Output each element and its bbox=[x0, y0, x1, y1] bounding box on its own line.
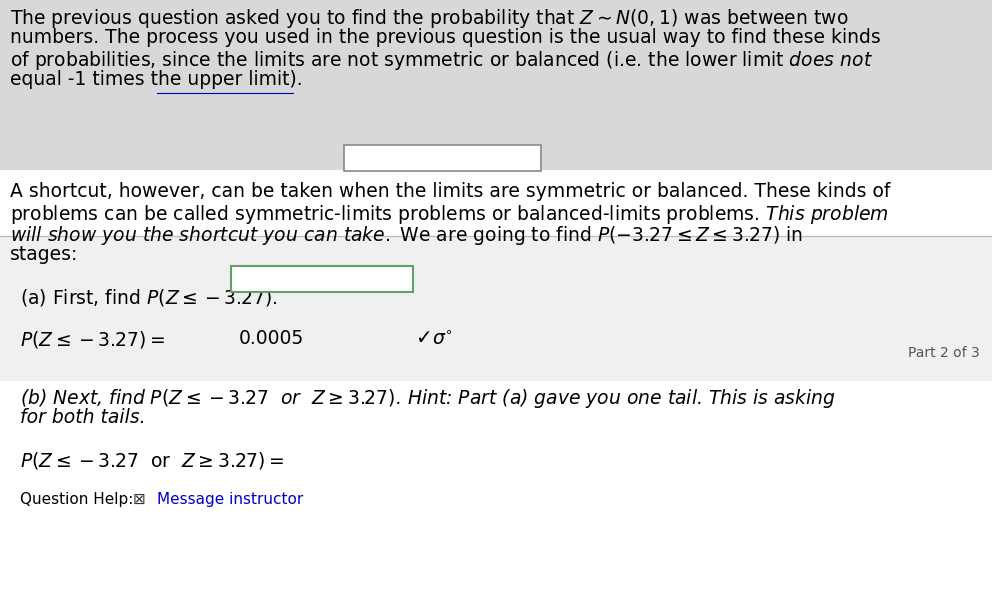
Text: of probabilities, since the limits are not symmetric or balanced (i.e. the lower: of probabilities, since the limits are n… bbox=[10, 49, 873, 72]
Text: $\sigma^{\circ}$: $\sigma^{\circ}$ bbox=[432, 329, 453, 348]
FancyBboxPatch shape bbox=[0, 170, 992, 598]
Text: numbers. The process you used in the previous question is the usual way to find : numbers. The process you used in the pre… bbox=[10, 28, 881, 47]
Text: (a) First, find $P(Z \leq -3.27)$.: (a) First, find $P(Z \leq -3.27)$. bbox=[20, 287, 278, 308]
Text: $P(Z \leq -3.27) = $: $P(Z \leq -3.27) = $ bbox=[20, 329, 165, 350]
Text: A shortcut, however, can be taken when the limits are symmetric or balanced. The: A shortcut, however, can be taken when t… bbox=[10, 182, 891, 201]
FancyBboxPatch shape bbox=[0, 0, 992, 170]
Text: $\it{will\ show\ you\ the\ shortcut\ you\ can\ take.}$ We are going to find $P(-: $\it{will\ show\ you\ the\ shortcut\ you… bbox=[10, 224, 803, 247]
Text: The previous question asked you to find the probability that $Z \sim N(0, 1)$ wa: The previous question asked you to find … bbox=[10, 7, 848, 30]
Text: $\boxtimes$: $\boxtimes$ bbox=[132, 492, 146, 507]
Text: Message instructor: Message instructor bbox=[157, 492, 304, 507]
Text: ✓: ✓ bbox=[416, 329, 433, 348]
Text: (b) Next, find $P(Z \leq -3.27$  or  $Z \geq 3.27)$. Hint: Part (a) gave you one: (b) Next, find $P(Z \leq -3.27$ or $Z \g… bbox=[20, 387, 836, 410]
FancyBboxPatch shape bbox=[231, 266, 413, 292]
Text: equal -1 times the upper limit).: equal -1 times the upper limit). bbox=[10, 70, 303, 89]
Text: 0.0005: 0.0005 bbox=[239, 329, 305, 348]
Text: for both tails.: for both tails. bbox=[20, 408, 146, 427]
Text: stages:: stages: bbox=[10, 245, 78, 264]
Text: $P(Z \leq -3.27$  or  $Z \geq 3.27) = $: $P(Z \leq -3.27$ or $Z \geq 3.27) = $ bbox=[20, 450, 285, 471]
Text: Part 2 of 3: Part 2 of 3 bbox=[909, 346, 980, 360]
Text: problems can be called symmetric-limits problems or balanced-limits problems. $\: problems can be called symmetric-limits … bbox=[10, 203, 889, 226]
Text: Question Help:: Question Help: bbox=[20, 492, 138, 507]
FancyBboxPatch shape bbox=[0, 236, 992, 381]
FancyBboxPatch shape bbox=[344, 145, 541, 171]
